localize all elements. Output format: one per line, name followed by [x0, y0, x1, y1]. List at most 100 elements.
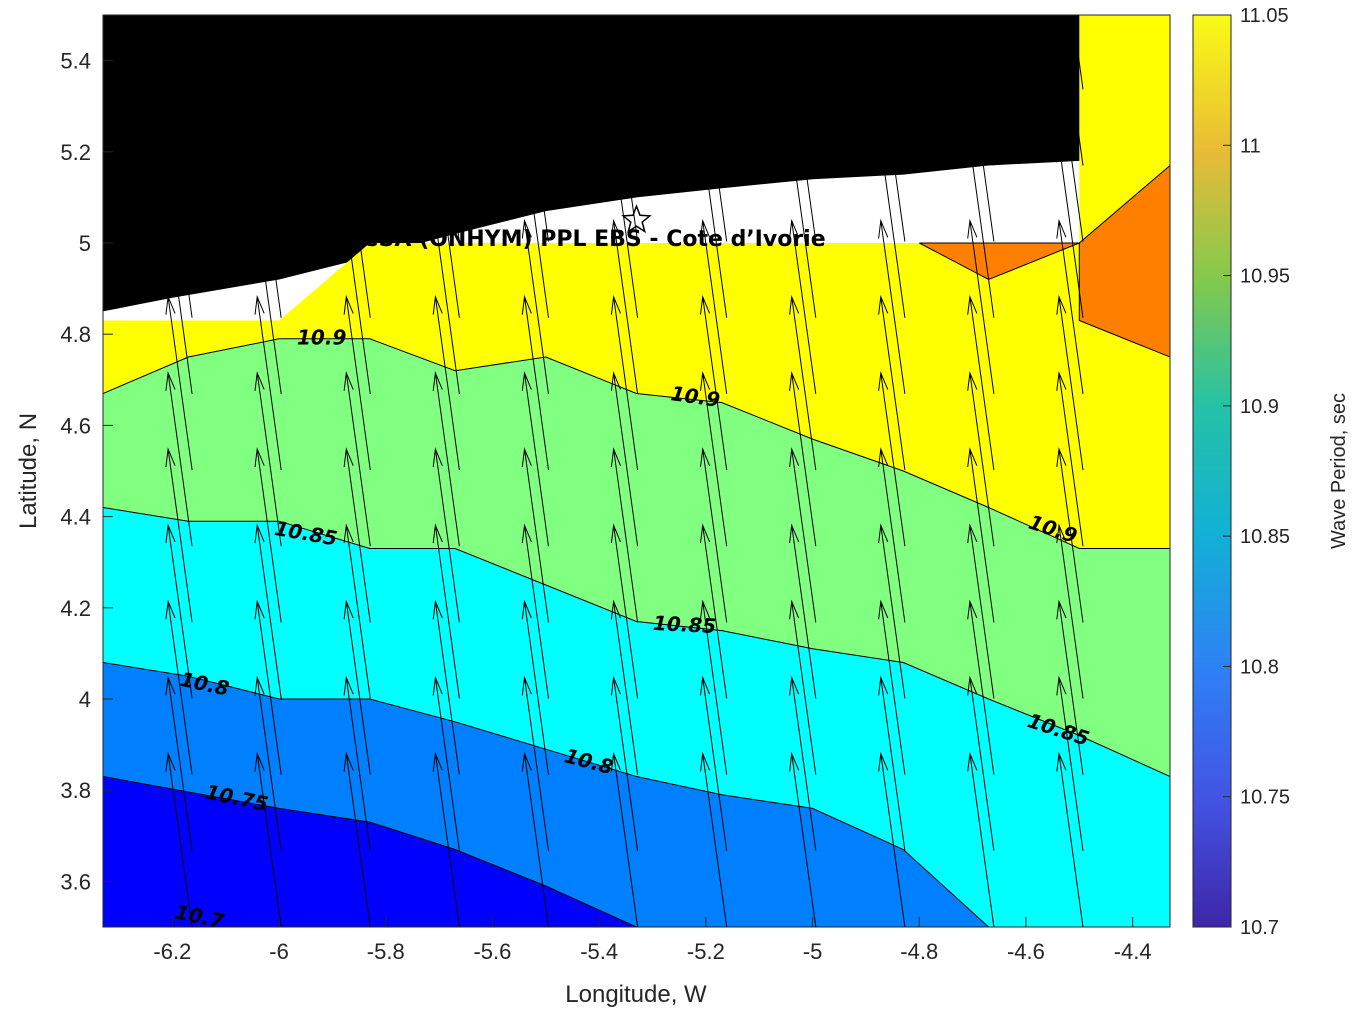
wave-arrow	[794, 15, 817, 166]
colorbar-label: Wave Period, sec	[1328, 393, 1350, 549]
y-tick-label: 4.8	[60, 322, 91, 347]
y-tick-label: 4	[79, 687, 91, 712]
wave-arrow	[432, 294, 460, 471]
wave-arrow	[448, 15, 460, 90]
wave-arrow	[432, 371, 460, 547]
wave-arrow	[967, 218, 995, 394]
x-tick-label: -5	[803, 939, 823, 964]
wave-arrow	[878, 218, 906, 394]
wave-arrow	[432, 599, 460, 775]
wave-arrow	[165, 142, 193, 318]
x-axis: -6.2 -6 -5.8 -5.6 -5.4 -5.2 -5 -4.8 -4.6 -4.4	[153, 917, 1152, 964]
wave-arrow	[432, 447, 460, 623]
x-tick-label: -4.4	[1114, 939, 1152, 964]
wave-arrow	[700, 371, 728, 547]
wave-arrow	[343, 447, 371, 623]
wave-arrow	[432, 218, 460, 394]
wave-arrow	[610, 218, 639, 394]
wave-arrow	[343, 523, 371, 699]
colorbar-tick-label: 10.8	[1240, 656, 1279, 678]
wave-arrow	[967, 751, 995, 927]
wave-arrow	[894, 15, 906, 90]
wave-arrow	[254, 142, 282, 318]
wave-arrow	[878, 675, 906, 851]
wave-arrow	[521, 218, 549, 394]
wave-arrow	[700, 218, 728, 394]
wave-arrow	[1056, 447, 1084, 623]
wave-arrow	[1056, 142, 1084, 318]
wave-arrow	[878, 599, 906, 775]
colorbar-tick-label: 10.75	[1240, 787, 1290, 809]
y-tick-label: 5.4	[60, 49, 91, 74]
y-axis: 3.6 3.8 4 4.2 4.4 4.6 4.8 5 5.2 5.4	[60, 49, 113, 894]
y-tick-label: 5	[79, 231, 91, 256]
x-axis-label: Longitude, W	[565, 981, 707, 1008]
band-10.95	[919, 242, 1080, 281]
wave-arrow	[165, 751, 193, 927]
wave-arrow	[804, 15, 817, 90]
band-10.7	[103, 776, 637, 927]
wave-arrow	[1056, 218, 1084, 394]
contour-line-10.8	[103, 507, 1170, 777]
wave-arrow	[343, 218, 371, 394]
wave-arrow	[432, 675, 460, 851]
wave-arrow	[254, 447, 282, 623]
wave-arrow	[700, 447, 728, 623]
wave-arrow	[700, 66, 728, 242]
wave-arrow	[1056, 523, 1084, 699]
x-tick-label: -4.8	[900, 939, 938, 964]
wave-arrow	[700, 523, 728, 699]
wave-arrow	[616, 15, 639, 166]
wave-arrow	[1056, 66, 1084, 242]
wave-arrow	[1072, 15, 1084, 90]
wave-arrow	[610, 523, 639, 699]
colorbar-tick-label: 11	[1240, 135, 1261, 157]
wave-arrow	[521, 675, 549, 851]
wave-arrow	[789, 371, 817, 547]
wave-arrow	[165, 447, 193, 623]
contour-label: 10.85	[652, 611, 716, 638]
wave-arrow	[700, 675, 728, 851]
x-tick-label: -5.2	[687, 939, 725, 964]
wave-arrow	[359, 15, 371, 90]
wave-arrow	[878, 447, 906, 623]
x-tick-label: -5.4	[580, 939, 618, 964]
wave-arrow	[254, 523, 282, 699]
wave-arrow	[165, 294, 193, 471]
colorbar: 10.7 10.75 10.8 10.85 10.9 10.95 11 11.05 Wave …	[1192, 5, 1350, 939]
wave-arrow	[967, 447, 995, 623]
wave-arrow	[527, 15, 549, 166]
wave-arrow	[343, 66, 371, 242]
wave-arrow	[967, 294, 995, 471]
wave-arrow	[967, 675, 995, 851]
wave-arrow	[789, 66, 817, 242]
wave-arrow	[1056, 371, 1084, 547]
wave-arrow	[1056, 294, 1084, 471]
wave-arrow	[165, 218, 193, 394]
wave-arrow	[343, 371, 371, 547]
wave-arrow	[432, 751, 460, 927]
wave-arrow	[521, 66, 549, 242]
colorbar-tick-label: 10.9	[1240, 396, 1279, 418]
x-tick-label: -5.8	[367, 939, 405, 964]
y-tick-label: 5.2	[60, 140, 91, 165]
wave-arrow	[610, 675, 639, 851]
wave-arrow	[789, 447, 817, 623]
wave-arrow	[700, 142, 728, 318]
wave-arrow	[1061, 15, 1084, 166]
contour-line-10.7	[103, 776, 637, 927]
wave-arrow	[1056, 675, 1084, 851]
wave-arrow	[972, 15, 995, 166]
colorbar-tick-label: 10.7	[1240, 917, 1279, 939]
colorbar-gradient	[1192, 14, 1232, 928]
wave-arrow	[521, 142, 549, 318]
wave-arrow	[521, 523, 549, 699]
wave-arrow	[789, 675, 817, 851]
wave-arrow	[254, 294, 282, 471]
wave-arrow	[254, 751, 282, 927]
wave-arrow	[878, 371, 906, 547]
colorbar-tick-label: 11.05	[1240, 5, 1289, 27]
wave-arrow	[967, 523, 995, 699]
y-tick-label: 4.6	[60, 413, 91, 438]
